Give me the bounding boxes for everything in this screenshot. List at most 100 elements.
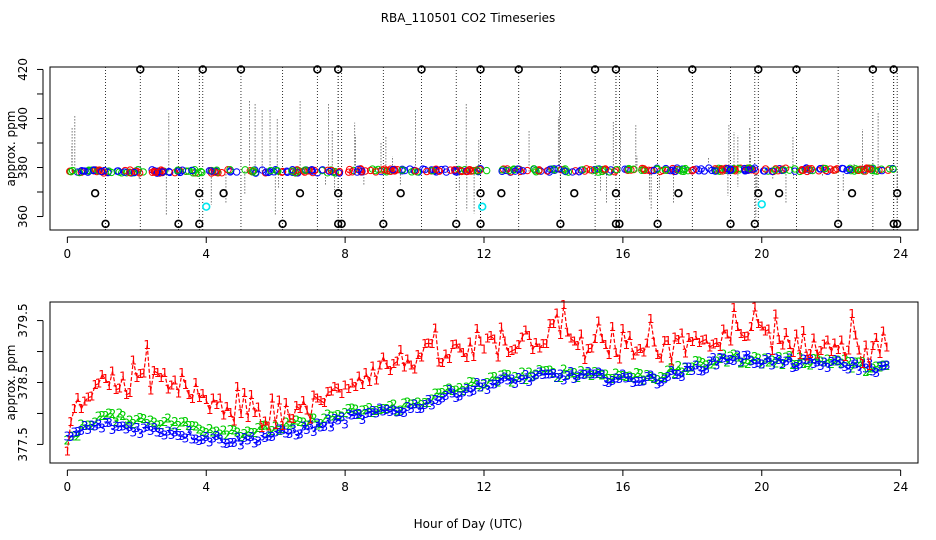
- series-3-segment: [754, 362, 759, 365]
- series-1-segment: [271, 398, 277, 425]
- series-3-segment: [664, 376, 669, 380]
- series-2-segment: [410, 403, 415, 405]
- series-1-segment: [334, 386, 339, 390]
- band-marker: [423, 167, 431, 176]
- series-1-segment: [132, 360, 138, 379]
- series-2-segment: [268, 430, 273, 434]
- top-x-axis: 0 4 8 12 16 20 24: [64, 236, 908, 261]
- band-marker: [308, 166, 316, 174]
- series-1-segment: [802, 330, 808, 357]
- series-1-segment: [865, 345, 870, 367]
- top-y-axis-label: approx. ppm: [4, 111, 18, 187]
- x-tick-label: 20: [754, 247, 769, 261]
- band-marker: [408, 168, 416, 176]
- series-1-segment: [330, 386, 336, 393]
- series-1-segment: [296, 405, 301, 410]
- series-3-segment: [355, 413, 360, 416]
- band-marker: [745, 164, 753, 172]
- series-1-segment: [337, 388, 343, 395]
- band-marker: [232, 168, 241, 176]
- band-marker: [482, 166, 491, 175]
- series-3-segment: [858, 363, 863, 372]
- series-1-segment: [195, 382, 200, 399]
- series-1-segment: [750, 307, 756, 328]
- series-1-segment: [677, 333, 683, 341]
- series-3-segment: [199, 439, 203, 442]
- band-marker: [335, 169, 344, 177]
- mid-outlier-marker: [476, 189, 485, 198]
- series-1-segment: [219, 398, 225, 416]
- series-3-segment: [261, 435, 266, 439]
- series-1-segment: [712, 342, 717, 346]
- band-marker: [535, 167, 543, 175]
- x-tick-label: 16: [615, 480, 630, 494]
- series-1-segment: [604, 344, 610, 356]
- series-1-segment: [129, 360, 134, 394]
- series-1-segment: [171, 380, 176, 386]
- series-1-segment: [323, 392, 329, 404]
- series-1-segment: [140, 372, 144, 375]
- series-3-segment: [514, 377, 520, 385]
- series-1-segment: [698, 340, 704, 344]
- series-3-segment: [844, 366, 849, 370]
- series-1-segment: [841, 340, 846, 358]
- band-marker: [863, 164, 872, 173]
- series-1-point: 1: [501, 334, 509, 348]
- high-outlier-marker: [417, 65, 426, 74]
- band-marker: [661, 166, 670, 174]
- series-1-segment: [472, 328, 478, 357]
- series-2-segment: [199, 429, 204, 432]
- series-2-segment: [438, 392, 443, 395]
- band-marker: [435, 167, 444, 175]
- band-marker: [820, 164, 829, 173]
- flag-marker: [757, 200, 766, 209]
- x-tick-label: 0: [64, 247, 72, 261]
- series-3-segment: [861, 363, 867, 369]
- series-2-segment: [501, 374, 506, 377]
- mid-outlier-marker: [333, 189, 343, 198]
- series-3-segment: [511, 379, 516, 385]
- series-1-segment: [73, 397, 79, 410]
- series-3-segment: [143, 426, 148, 429]
- series-2-segment: [577, 370, 582, 379]
- series-1-segment: [577, 334, 582, 347]
- series-2-segment: [132, 419, 138, 425]
- series-2-segment: [414, 401, 419, 405]
- series-3-segment: [452, 393, 457, 399]
- series-1-segment: [573, 341, 579, 347]
- low-outlier-marker: [195, 219, 204, 229]
- series-1-segment: [643, 343, 648, 353]
- series-2-segment: [827, 359, 832, 365]
- series-2-segment: [192, 425, 196, 428]
- series-1-segment: [754, 307, 759, 325]
- series-1-segment: [320, 400, 325, 404]
- band-marker: [348, 168, 356, 176]
- series-3-segment: [240, 437, 245, 446]
- series-1-segment: [670, 337, 676, 362]
- series-3-segment: [226, 442, 231, 445]
- series-1-segment: [413, 354, 419, 370]
- series-3-segment: [323, 419, 329, 428]
- series-1-segment: [264, 421, 270, 427]
- series-3-segment: [369, 410, 374, 414]
- series-3-segment: [84, 425, 89, 431]
- series-1-segment: [410, 364, 416, 370]
- high-outlier-marker: [611, 65, 621, 74]
- series-2-segment: [605, 374, 610, 380]
- series-3-segment: [146, 426, 152, 432]
- top-band: [66, 164, 897, 177]
- series-1-segment: [188, 394, 193, 400]
- series-1-segment: [688, 337, 693, 343]
- series-2-segment: [750, 356, 756, 361]
- series-3-segment: [750, 360, 756, 365]
- band-marker: [675, 166, 683, 174]
- series-3-segment: [195, 438, 200, 442]
- band-marker: [473, 167, 482, 175]
- series-2-segment: [872, 365, 877, 370]
- top-panel: 0 4 8 12 16 20 24 360 380 400 420 approx. ppm: [4, 58, 919, 261]
- series-2-segment: [691, 360, 697, 368]
- series-2-segment: [400, 403, 405, 411]
- series-1-segment: [799, 330, 805, 356]
- series-3-segment: [782, 360, 787, 365]
- series-3-segment: [303, 426, 308, 431]
